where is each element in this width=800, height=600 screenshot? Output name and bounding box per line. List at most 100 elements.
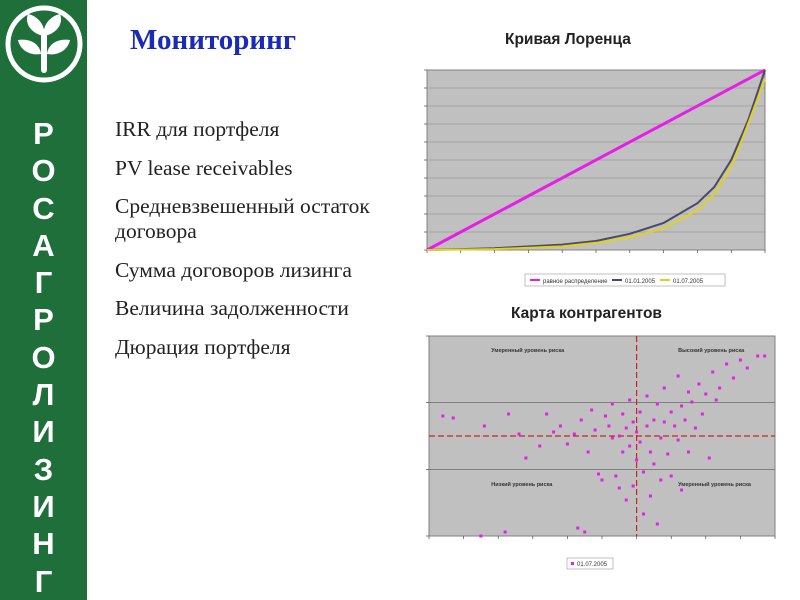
brand-letter: Г — [34, 563, 53, 599]
legend-label: 01.07.2005 — [673, 279, 704, 285]
scatter-point — [621, 412, 625, 416]
brand-letter: О — [31, 153, 56, 189]
scatter-point — [617, 434, 621, 438]
brand-letter: И — [32, 414, 55, 450]
legend-box — [524, 273, 726, 287]
brand-letter: А — [32, 227, 55, 263]
scatter-point — [572, 432, 576, 436]
legend-label: 01.01.2005 — [625, 279, 656, 285]
brand-vertical-text: Р О С А Г Р О Л И З И Н Г — [0, 115, 87, 600]
list-item: Средневзвешенный остаток договора — [115, 194, 370, 243]
brand-letter: Л — [32, 377, 55, 413]
scatter-point — [662, 420, 666, 424]
scatter-point — [628, 444, 632, 448]
list-item: Величина задолженности — [115, 296, 349, 320]
brand-letter: Г — [34, 265, 53, 301]
scatter-point — [669, 410, 673, 414]
sprout-leaf-icon — [5, 5, 83, 83]
scatter-point — [655, 402, 659, 406]
scatter-point — [680, 404, 684, 408]
scatter-point — [635, 430, 639, 434]
lorenz-chart-title: Кривая Лоренца — [505, 31, 631, 48]
scatter-point — [687, 390, 690, 394]
scatter-point — [697, 382, 701, 386]
legend-swatch — [571, 562, 574, 565]
scatter-point — [558, 424, 562, 428]
scatter-point — [524, 456, 528, 460]
scatter-point — [642, 512, 646, 516]
list-item: Сумма договоров лизинга — [115, 257, 352, 282]
scatter-point — [597, 472, 601, 476]
scatter-point — [763, 354, 767, 358]
scatter-point — [676, 438, 680, 442]
series-line — [426, 78, 766, 251]
scatter-point — [652, 462, 656, 466]
scatter-point — [638, 410, 642, 414]
scatter-point — [676, 374, 680, 378]
brand-letter: Н — [32, 526, 55, 562]
scatter-point — [714, 398, 718, 402]
scatter-point — [707, 456, 711, 460]
scatter-point — [756, 354, 760, 358]
scatter-point — [624, 426, 628, 430]
quadrant-label: Умеренный уровень риска — [678, 481, 752, 488]
counterparty-map-chart: Умеренный уровень риска Высокий уровень р… — [426, 335, 776, 570]
scatter-point — [631, 420, 635, 424]
scatter-point — [607, 424, 611, 428]
scatter-point — [624, 498, 628, 502]
quadrant-label: Низкий уровень риска — [491, 481, 553, 488]
legend-label: равное распределение — [543, 279, 608, 285]
scatter-point — [579, 418, 583, 422]
metrics-list: IRR для портфеля PV lease receivables Ср… — [115, 117, 405, 373]
quadrant-label: Умеренный уровень риска — [491, 347, 565, 354]
scatter-point — [638, 440, 642, 444]
scatter-point — [507, 412, 511, 416]
scatter-point — [635, 458, 639, 462]
scatter-point — [659, 478, 663, 482]
scatter-point — [645, 424, 649, 428]
scatter-point — [603, 414, 607, 418]
scatter-point — [614, 474, 618, 478]
series-line — [426, 69, 766, 251]
brand-letter: Р — [33, 116, 54, 151]
brand-letter: З — [33, 451, 54, 487]
scatter-point — [700, 412, 704, 416]
scatter-point — [683, 418, 687, 422]
scatter-point — [711, 370, 715, 374]
scatter-point — [704, 392, 708, 396]
scatter-point — [745, 366, 749, 370]
scatter-point — [503, 530, 507, 534]
list-item: Дюрация портфеля — [115, 334, 291, 359]
scatter-point — [648, 494, 652, 498]
list-item: IRR для портфеля — [115, 117, 280, 141]
brand-letter: Р — [33, 302, 54, 338]
series-line — [426, 68, 766, 252]
scatter-point — [669, 474, 673, 478]
scatter-point — [621, 450, 625, 454]
scatter-point — [666, 452, 670, 456]
counterparty-map-title: Карта контрагентов — [511, 305, 662, 322]
scatter-point — [738, 358, 742, 362]
lorenz-legend: равное распределение 01.01.2005 01.07.2005 — [524, 273, 726, 287]
brand-letter: С — [32, 190, 55, 226]
scatter-point — [610, 402, 614, 406]
legend-label: 01.07.2005 — [577, 562, 608, 568]
scatter-point — [673, 424, 677, 428]
brand-letter: И — [32, 488, 55, 524]
scatter-point — [662, 386, 666, 390]
scatter-point — [586, 450, 590, 454]
scatter-point — [718, 386, 722, 390]
scatter-point — [687, 450, 690, 454]
scatter-point — [610, 436, 614, 440]
quadrant-label: Высокий уровень риска — [678, 347, 745, 354]
lorenz-chart: равное распределение 01.01.2005 01.07.2005 — [424, 68, 766, 287]
scatter-point — [552, 430, 556, 434]
scatter-point — [645, 394, 649, 398]
scatter-point — [576, 526, 580, 530]
scatter-point — [642, 470, 646, 474]
scatter-point — [441, 414, 445, 418]
sidebar: Р О С А Г Р О Л И З И Н Г — [0, 0, 87, 600]
scatter-point — [628, 398, 632, 402]
scatter-point — [680, 488, 684, 492]
brand-letter: О — [31, 339, 56, 375]
